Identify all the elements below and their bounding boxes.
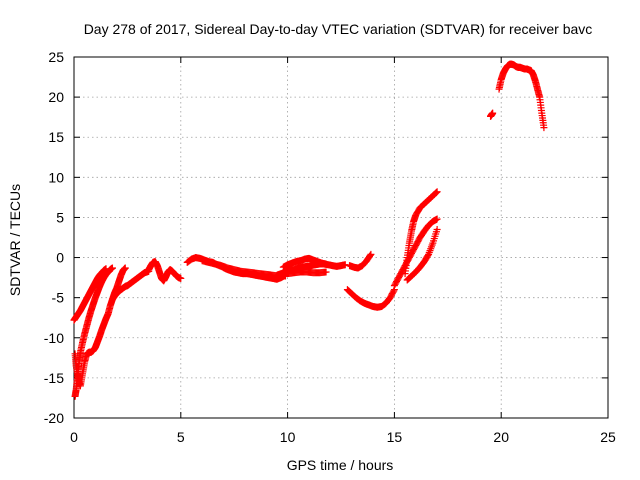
y-tick-label: -5	[52, 290, 65, 306]
x-tick-label: 25	[600, 429, 616, 445]
data-point-track-e	[177, 274, 185, 282]
data-point-track-c	[121, 264, 129, 272]
y-tick-label: -15	[44, 370, 64, 386]
data-markers	[70, 60, 548, 400]
data-point-track-n	[432, 189, 440, 197]
y-tick-label: 20	[48, 89, 64, 105]
y-tick-label: 25	[48, 49, 64, 65]
x-tick-label: 0	[70, 429, 78, 445]
grid	[74, 57, 608, 418]
data-point-track-k	[366, 251, 374, 259]
y-axis-title: SDTVAR / TECUs	[7, 184, 23, 296]
x-tick-label: 15	[387, 429, 403, 445]
x-axis-title: GPS time / hours	[287, 457, 394, 473]
y-tick-label: -10	[44, 330, 64, 346]
chart-title: Day 278 of 2017, Sidereal Day-to-day VTE…	[84, 21, 593, 37]
data-point-track-h	[341, 261, 349, 269]
data-point-track-j	[322, 268, 330, 276]
x-tick-label: 5	[177, 429, 185, 445]
data-point-track-i	[322, 260, 330, 268]
ticks: 0 5 10 15 20 25 -20 -15 -10 -5 0 5 10 15 20 25	[44, 49, 616, 445]
data-point-track-l	[390, 287, 398, 295]
data-point-track-q	[540, 124, 548, 132]
data-point-track-o	[424, 252, 432, 260]
data-point-track-p	[489, 109, 497, 117]
plot-frame	[73, 56, 609, 419]
data-point-track-m	[433, 215, 441, 223]
x-tick-label: 20	[493, 429, 509, 445]
data-point-track-n	[433, 188, 441, 196]
y-tick-label: 5	[56, 209, 64, 225]
data-point-track-k	[367, 250, 375, 258]
x-tick-label: 10	[280, 429, 296, 445]
y-tick-label: -20	[44, 410, 64, 426]
y-tick-label: 10	[48, 169, 64, 185]
data-point-track-n	[432, 188, 440, 196]
y-tick-label: 15	[48, 129, 64, 145]
y-tick-label: 0	[56, 250, 64, 266]
data-point-track-b	[108, 264, 116, 272]
data-point-track-o	[433, 225, 441, 233]
